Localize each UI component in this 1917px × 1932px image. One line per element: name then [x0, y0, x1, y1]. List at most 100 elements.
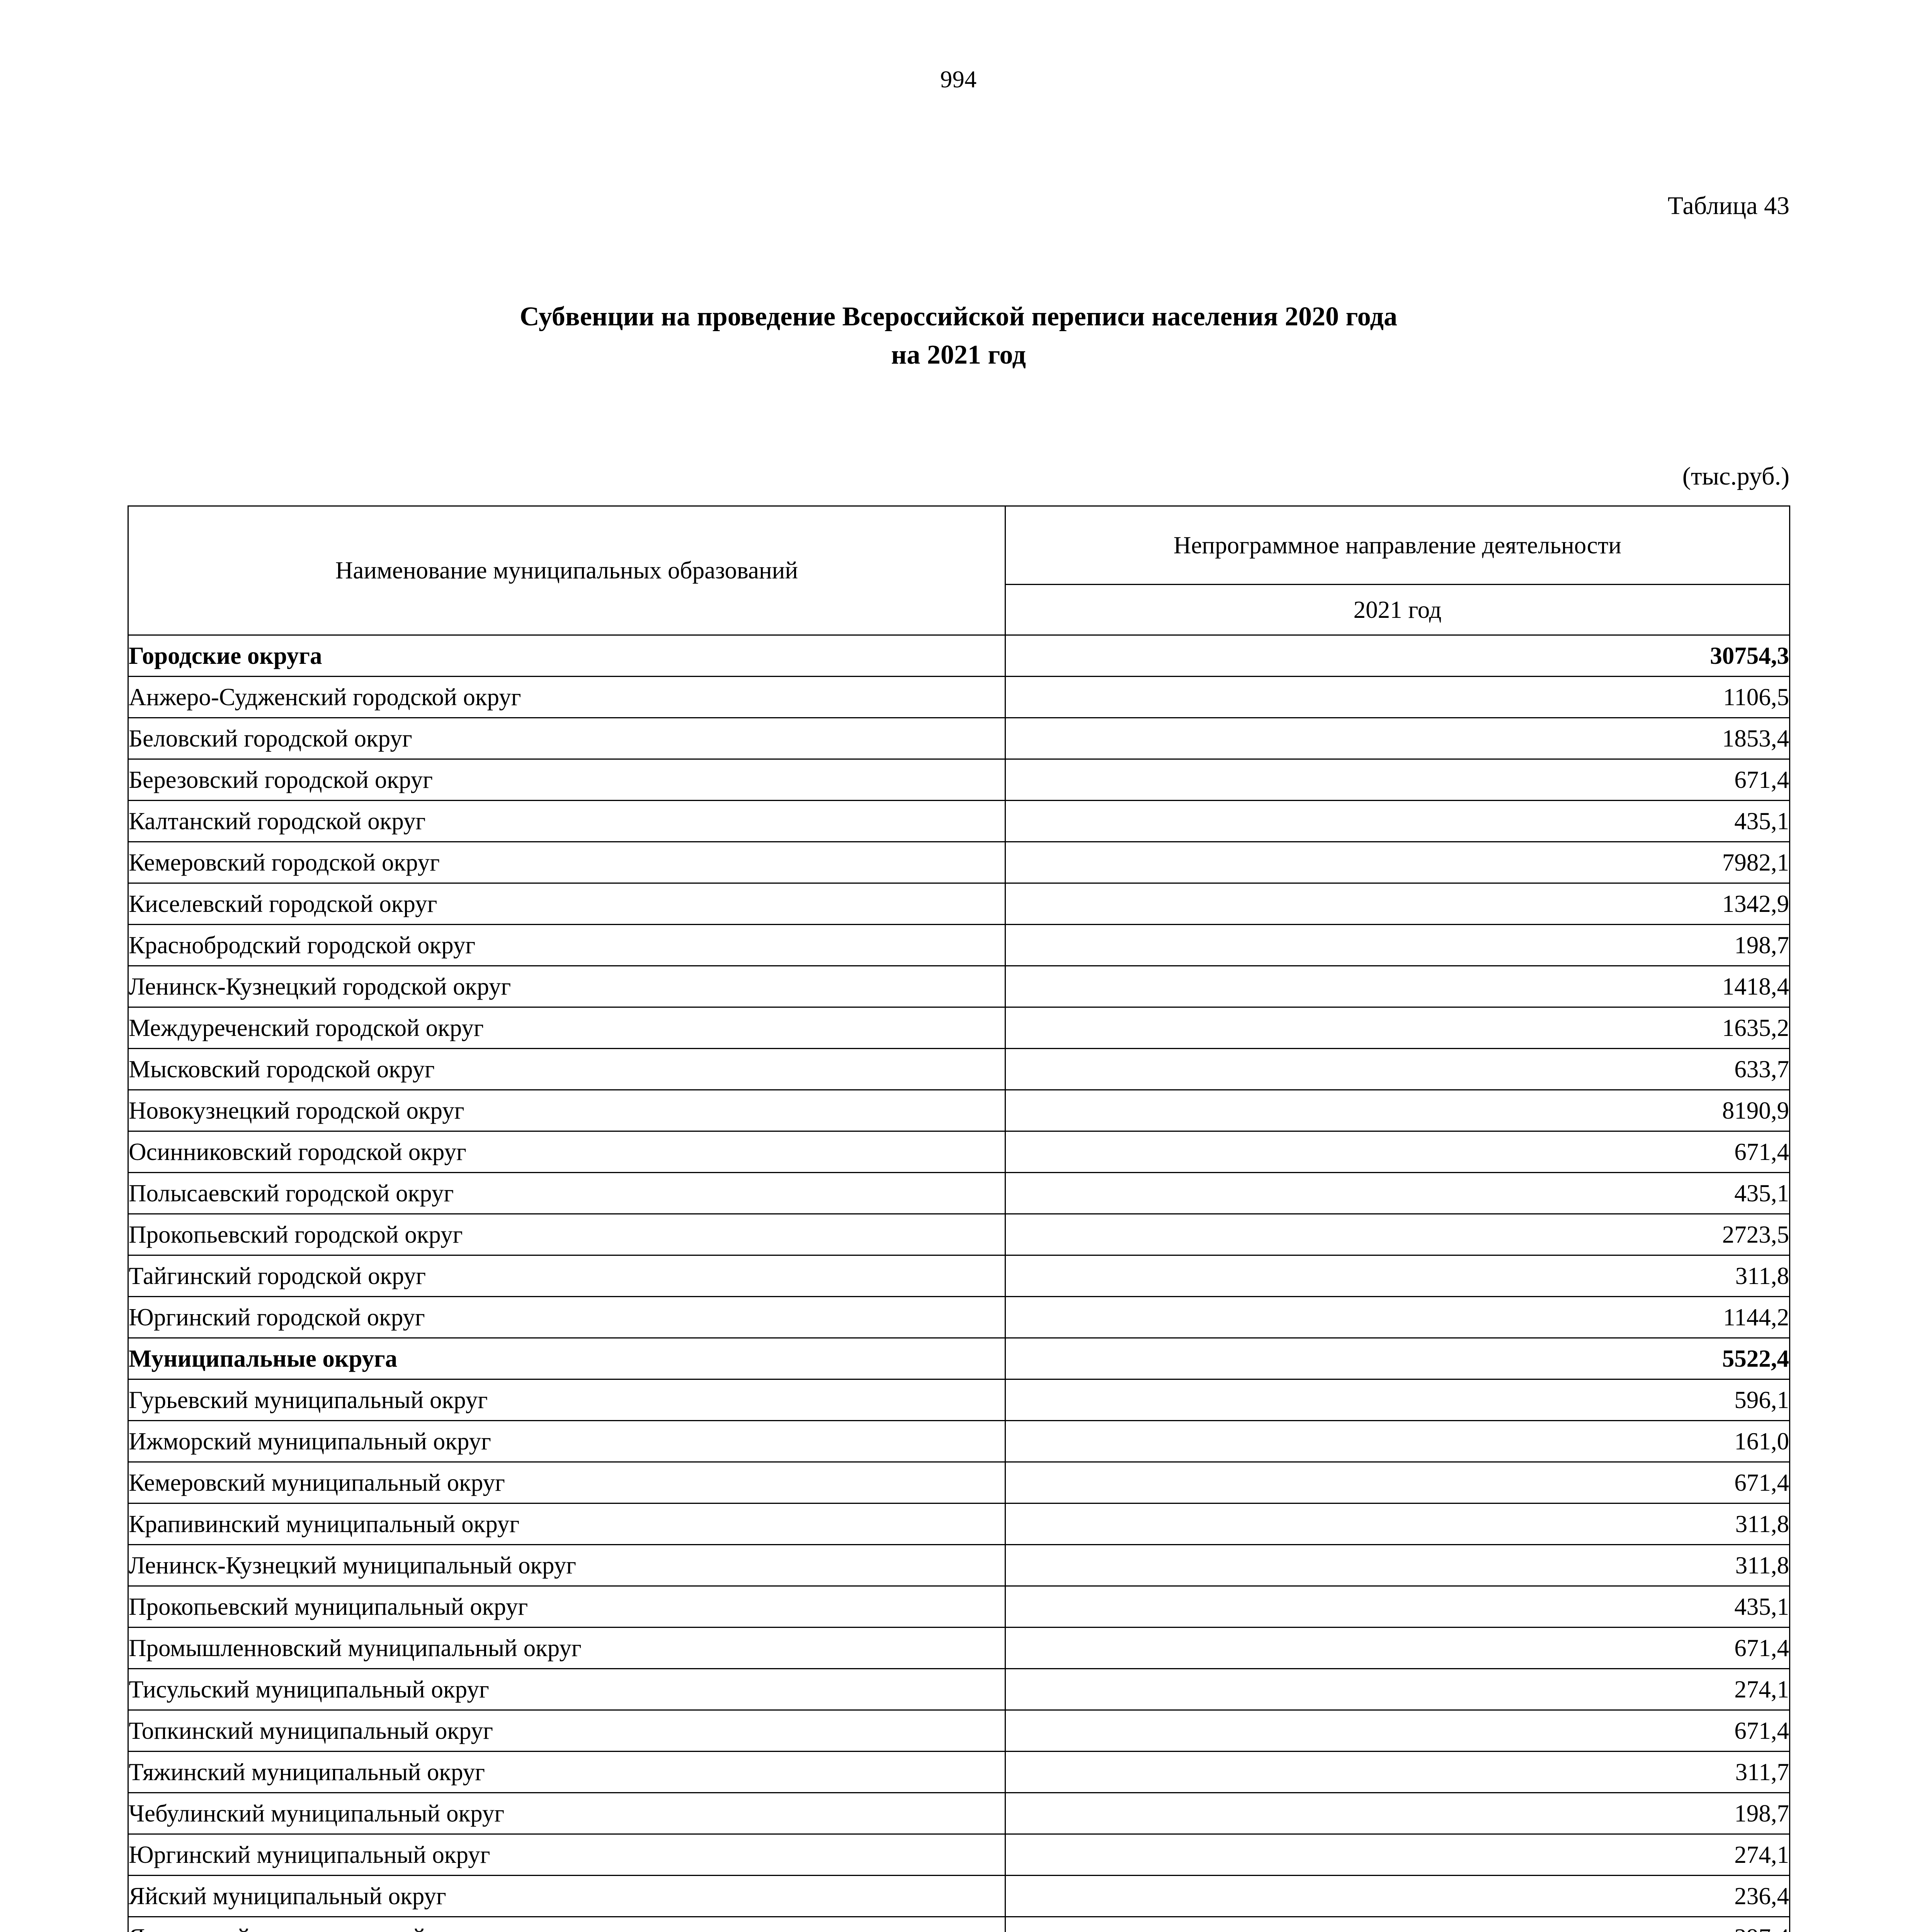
table-row: Осинниковский городской округ 671,4 — [128, 1131, 1790, 1173]
table-row: Ленинск-Кузнецкий муниципальный округ 311… — [128, 1544, 1790, 1587]
table-row: Муниципальные округа 5522,4 — [128, 1337, 1790, 1380]
page-title: Субвенции на проведение Всероссийской пе… — [0, 298, 1917, 374]
municipality-value-cell: 311,8 — [1005, 1544, 1790, 1587]
municipality-value-cell: 274,1 — [1005, 1668, 1790, 1711]
municipality-name-cell: Промышленновский муниципальный округ — [128, 1627, 1006, 1669]
table-row: Яшкинский муниципальный округ397,4 — [128, 1916, 1790, 1932]
municipality-name-cell: Краснобродский городской округ — [128, 924, 1006, 966]
municipality-name-cell: Крапивинский муниципальный округ — [128, 1503, 1006, 1545]
municipality-name-cell: Прокопьевский муниципальный округ — [128, 1585, 1006, 1628]
column-header-name: Наименование муниципальных образований — [128, 505, 1006, 636]
table-row: Мысковский городской округ 633,7 — [128, 1048, 1790, 1090]
municipality-name-cell: Березовский городской округ — [128, 759, 1006, 801]
group-value-cell: 5522,4 — [1005, 1337, 1790, 1380]
table-row: Ижморский муниципальный округ 161,0 — [128, 1420, 1790, 1463]
subventions-table: Наименование муниципальных образований Н… — [128, 505, 1790, 1932]
municipality-value-cell: 198,7 — [1005, 924, 1790, 966]
municipality-value-cell: 671,4 — [1005, 1627, 1790, 1669]
municipality-value-cell: 435,1 — [1005, 1172, 1790, 1214]
table-row: Юргинский городской округ 1144,2 — [128, 1296, 1790, 1338]
table-body: Городские округа 30754,3 Анжеро-Судженский… — [128, 634, 1790, 1932]
municipality-name-cell: Яйский муниципальный округ — [128, 1875, 1006, 1917]
municipality-value-cell: 311,8 — [1005, 1255, 1790, 1297]
table-row: Калтанский городской округ 435,1 — [128, 800, 1790, 842]
municipality-name-cell: Чебулинский муниципальный округ — [128, 1792, 1006, 1835]
column-subheader-year: 2021 год — [1005, 584, 1790, 636]
table-row: Яйский муниципальный округ 236,4 — [128, 1875, 1790, 1917]
table-row: Кемеровский городской округ 7982,1 — [128, 841, 1790, 884]
table-row: Киселевский городской округ 1342,9 — [128, 883, 1790, 925]
municipality-name-cell: Кемеровский муниципальный округ — [128, 1461, 1006, 1504]
table-row: Прокопьевский муниципальный округ 435,1 — [128, 1585, 1790, 1628]
municipality-value-cell: 671,4 — [1005, 1709, 1790, 1752]
municipality-value-cell: 8190,9 — [1005, 1089, 1790, 1132]
municipality-name-cell: Анжеро-Судженский городской округ — [128, 676, 1006, 718]
table-head: Наименование муниципальных образований Н… — [128, 505, 1790, 636]
municipality-value-cell: 236,4 — [1005, 1875, 1790, 1917]
municipality-value-cell: 596,1 — [1005, 1379, 1790, 1421]
table-row: Анжеро-Судженский городской округ 1106,5 — [128, 676, 1790, 718]
municipality-name-cell: Мысковский городской округ — [128, 1048, 1006, 1090]
municipality-value-cell: 1635,2 — [1005, 1007, 1790, 1049]
municipality-value-cell: 397,4 — [1005, 1916, 1790, 1932]
table-row: Крапивинский муниципальный округ 311,8 — [128, 1503, 1790, 1545]
units-label: (тыс.руб.) — [1682, 462, 1789, 490]
table-row: Прокопьевский городской округ 2723,5 — [128, 1213, 1790, 1256]
municipality-value-cell: 671,4 — [1005, 1131, 1790, 1173]
municipality-name-cell: Новокузнецкий городской округ — [128, 1089, 1006, 1132]
municipality-name-cell: Калтанский городской округ — [128, 800, 1006, 842]
municipality-name-cell: Киселевский городской округ — [128, 883, 1006, 925]
municipality-name-cell: Ленинск-Кузнецкий городской округ — [128, 965, 1006, 1008]
municipality-value-cell: 671,4 — [1005, 1461, 1790, 1504]
table-row: Новокузнецкий городской округ 8190,9 — [128, 1089, 1790, 1132]
page-title-line-1: Субвенции на проведение Всероссийской пе… — [520, 302, 1397, 332]
municipality-name-cell: Топкинский муниципальный округ — [128, 1709, 1006, 1752]
municipality-name-cell: Тяжинский муниципальный округ — [128, 1751, 1006, 1793]
table-row: Тяжинский муниципальный округ 311,7 — [128, 1751, 1790, 1793]
table-row: Городские округа 30754,3 — [128, 634, 1790, 677]
municipality-value-cell: 671,4 — [1005, 759, 1790, 801]
table-row: Промышленновский муниципальный округ 671,… — [128, 1627, 1790, 1669]
municipality-name-cell: Яшкинский муниципальный округ — [128, 1916, 1006, 1932]
table-row: Краснобродский городской округ 198,7 — [128, 924, 1790, 966]
municipality-name-cell: Тайгинский городской округ — [128, 1255, 1006, 1297]
table-row: Полысаевский городской округ 435,1 — [128, 1172, 1790, 1214]
municipality-name-cell: Осинниковский городской округ — [128, 1131, 1006, 1173]
municipality-name-cell: Тисульский муниципальный округ — [128, 1668, 1006, 1711]
municipality-name-cell: Юргинский городской округ — [128, 1296, 1006, 1338]
table-row: Топкинский муниципальный округ 671,4 — [128, 1709, 1790, 1752]
group-value-cell: 30754,3 — [1005, 634, 1790, 677]
municipality-value-cell: 161,0 — [1005, 1420, 1790, 1463]
municipality-value-cell: 633,7 — [1005, 1048, 1790, 1090]
municipality-value-cell: 1144,2 — [1005, 1296, 1790, 1338]
municipality-value-cell: 435,1 — [1005, 1585, 1790, 1628]
table-row: Кемеровский муниципальный округ 671,4 — [128, 1461, 1790, 1504]
municipality-value-cell: 311,8 — [1005, 1503, 1790, 1545]
municipality-value-cell: 1342,9 — [1005, 883, 1790, 925]
municipality-name-cell: Ижморский муниципальный округ — [128, 1420, 1006, 1463]
table-header-row: Наименование муниципальных образований Н… — [128, 505, 1790, 636]
table-subheader-row: 2021 год — [128, 584, 1790, 636]
table-row: Гурьевский муниципальный округ 596,1 — [128, 1379, 1790, 1421]
municipality-name-cell: Беловский городской округ — [128, 717, 1006, 760]
municipality-name-cell: Междуреченский городской округ — [128, 1007, 1006, 1049]
table-number-label: Таблица 43 — [1667, 192, 1789, 220]
table-row: Березовский городской округ 671,4 — [128, 759, 1790, 801]
municipality-name-cell: Ленинск-Кузнецкий муниципальный округ — [128, 1544, 1006, 1587]
municipality-value-cell: 1418,4 — [1005, 965, 1790, 1008]
municipality-value-cell: 2723,5 — [1005, 1213, 1790, 1256]
municipality-name-cell: Юргинский муниципальный округ — [128, 1833, 1006, 1876]
column-header-value: Непрограммное направление деятельности — [1005, 505, 1790, 585]
table-row: Тисульский муниципальный округ 274,1 — [128, 1668, 1790, 1711]
table-row: Ленинск-Кузнецкий городской округ 1418,4 — [128, 965, 1790, 1008]
table-row: Тайгинский городской округ 311,8 — [128, 1255, 1790, 1297]
page-number: 994 — [940, 66, 977, 93]
group-name-cell: Муниципальные округа — [128, 1337, 1006, 1380]
table-row: Чебулинский муниципальный округ 198,7 — [128, 1792, 1790, 1835]
municipality-value-cell: 435,1 — [1005, 800, 1790, 842]
table-row: Юргинский муниципальный округ 274,1 — [128, 1833, 1790, 1876]
municipality-name-cell: Кемеровский городской округ — [128, 841, 1006, 884]
municipality-value-cell: 274,1 — [1005, 1833, 1790, 1876]
table-row: Беловский городской округ 1853,4 — [128, 717, 1790, 760]
